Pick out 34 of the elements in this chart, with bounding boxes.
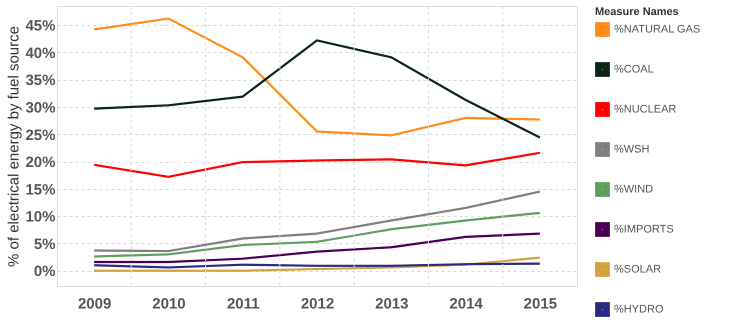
x-tick-label: 2010 (152, 296, 186, 312)
y-tick-label: 15% (25, 181, 56, 198)
legend-label: %NATURAL GAS (614, 24, 700, 36)
legend-title: Measure Names (595, 6, 679, 18)
legend-label: %WSH (614, 144, 650, 156)
y-tick-label: 20% (25, 154, 56, 172)
x-tick-label: 2015 (524, 296, 558, 312)
x-tick-label: 2011 (226, 296, 260, 312)
line-series (93, 17, 541, 136)
y-tick-label: 5% (34, 236, 56, 253)
line-series (93, 232, 541, 264)
y-tick-label: 10% (25, 208, 56, 226)
line-series (93, 212, 541, 258)
legend-label: %NUCLEAR (614, 104, 676, 116)
x-tick-label: 2009 (78, 296, 112, 312)
y-tick-label: 45% (25, 18, 56, 35)
legend-label: %SOLAR (614, 264, 662, 276)
x-tick-label: 2013 (375, 296, 408, 312)
x-tick-label: 2014 (449, 296, 484, 312)
legend-label: %IMPORTS (614, 224, 674, 236)
y-tick-label: 35% (25, 72, 56, 90)
x-tick-label: 2012 (300, 296, 334, 312)
y-tick-label: 0% (34, 263, 56, 280)
legend-label: %HYDRO (614, 304, 664, 316)
y-tick-label: 25% (25, 126, 56, 144)
y-axis-title: % of electrical energy by fuel source (5, 26, 22, 267)
line-series (93, 190, 541, 252)
line-series (93, 152, 541, 178)
y-tick-label: 30% (25, 99, 56, 116)
legend-label: %COAL (614, 64, 654, 76)
legend-label: %WIND (614, 184, 654, 196)
y-tick-label: 40% (25, 44, 56, 62)
line-series (93, 256, 541, 272)
line-series (93, 39, 541, 139)
